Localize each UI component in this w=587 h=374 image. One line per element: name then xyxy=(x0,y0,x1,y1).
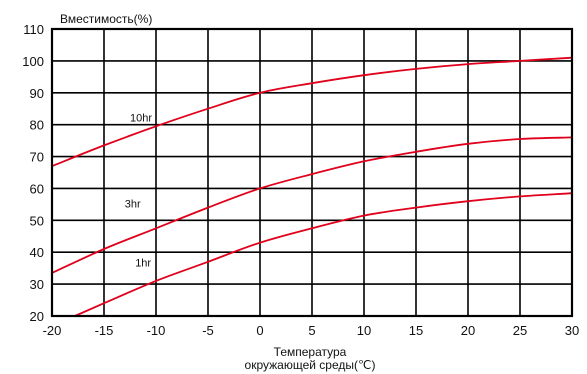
x-tick-label: -20 xyxy=(43,323,62,338)
series-label-1hr: 1hr xyxy=(135,258,151,270)
x-tick-label: -10 xyxy=(147,323,166,338)
x-tick-label: 10 xyxy=(357,323,371,338)
x-tick-label: 30 xyxy=(565,323,579,338)
x-tick-label: 0 xyxy=(256,323,263,338)
x-tick-label: 5 xyxy=(308,323,315,338)
y-tick-label: 40 xyxy=(30,245,44,260)
plot-frame xyxy=(50,27,574,318)
series-line-3hr xyxy=(51,136,573,274)
y-tick-label: 20 xyxy=(30,309,44,324)
y-tick-label: 90 xyxy=(30,86,44,101)
x-axis-title-line1: Температура xyxy=(274,345,347,359)
series-lines xyxy=(51,56,573,317)
series-line-1hr xyxy=(74,192,573,317)
x-tick-label: -5 xyxy=(202,323,214,338)
x-tick-label: 25 xyxy=(513,323,527,338)
x-tick-label: 20 xyxy=(461,323,475,338)
y-tick-label: 100 xyxy=(22,54,44,69)
series-label-3hr: 3hr xyxy=(125,199,141,211)
y-tick-label: 110 xyxy=(23,22,44,37)
tick-labels: -20 -15 -10 -5 0 5 10 15 20 25 30 20 30 40 50 60 70 80 90 1… xyxy=(22,22,579,338)
y-tick-label: 80 xyxy=(30,118,44,133)
series-label-10hr: 10hr xyxy=(130,112,152,124)
y-tick-label: 70 xyxy=(30,150,44,165)
y-tick-label: 50 xyxy=(30,213,44,228)
y-axis-title: Вместимость(%) xyxy=(60,12,152,26)
x-axis-title-line2: окружающей среды(℃) xyxy=(245,358,376,372)
x-tick-label: -15 xyxy=(95,323,114,338)
y-tick-label: 60 xyxy=(30,181,44,196)
series-labels: 10hr 3hr 1hr xyxy=(125,112,153,269)
series-line-10hr xyxy=(51,56,573,167)
grid xyxy=(51,28,573,317)
x-tick-label: 15 xyxy=(409,323,423,338)
y-tick-label: 30 xyxy=(30,277,44,292)
